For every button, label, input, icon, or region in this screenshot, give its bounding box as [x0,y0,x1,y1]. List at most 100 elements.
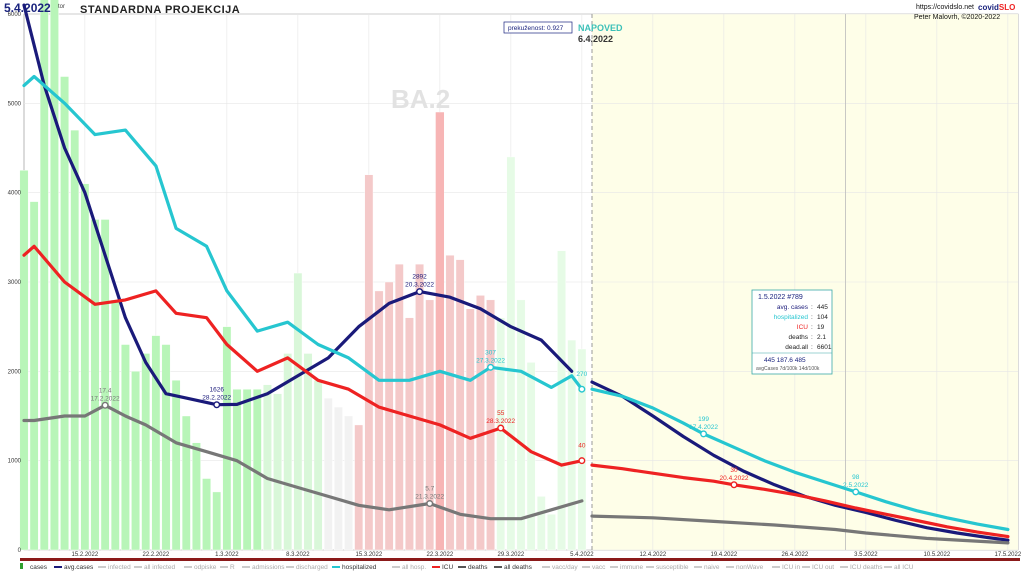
point-marker-10 [426,500,434,508]
case-bar-36 [384,281,394,551]
case-bar-8 [100,219,110,551]
legend-item-9: all hosp. [392,564,426,571]
case-bar-25 [273,393,282,551]
legend-swatch-0 [20,563,23,569]
legend-item-21: ICU deaths [840,564,883,571]
legend-label-7: discharged [296,564,328,571]
point-date-6: 28.3.2022 [486,418,515,425]
case-bar-54 [567,339,577,551]
series-line-hospitalized-seg1 [590,387,1010,532]
case-bar-55 [577,348,587,551]
legend-item-15: immune [610,564,644,571]
case-bar-53 [557,250,566,551]
point-date-1: 28.2.2022 [202,395,231,402]
case-bar-51 [536,496,546,551]
legend-item-3: all infected [134,564,175,571]
legend-label-5: R [230,564,235,571]
series-line-icu-seg0 [22,244,584,467]
y-tick-5: 5000 [8,101,22,107]
case-bar-28 [303,353,313,551]
case-bar-21 [232,389,242,551]
info-box-title: 1.5.2022 #789 [758,294,803,301]
legend-label-13: vacc/day [552,564,578,571]
x-tick-5: 22.3.2022 [427,552,454,558]
y-tick-2: 2000 [8,369,22,375]
legend-item-8: hospitalized [332,564,377,571]
legend-label-4: odpiske [194,564,217,571]
info-row-colon-4: : [811,344,813,351]
legend-item-17: naive [694,564,720,571]
info-row-label-0: avg. cases [777,304,809,311]
legend-item-22: all ICU [884,564,914,571]
point-label-9: 17.4 [99,387,112,394]
case-bar-11 [131,371,140,551]
x-tick-3: 8.3.2022 [286,552,310,558]
y-tick-1: 1000 [8,459,22,465]
x-tick-9: 19.4.2022 [711,552,738,558]
case-bar-14 [161,344,171,551]
x-tick-6: 29.3.2022 [498,552,525,558]
case-bar-10 [121,344,130,551]
info-row-value-4: 6601 [817,344,832,351]
point-marker-6 [497,424,505,432]
timeline-strip [20,558,1020,561]
case-bar-34 [364,174,374,551]
legend: cases avg.cases infected all infected odpisk… [20,563,914,571]
case-bar-12 [141,353,151,551]
case-bar-26 [283,353,293,551]
info-row-label-3: deaths [788,334,808,341]
case-bar-5 [70,129,80,551]
grid-lines [24,13,1018,551]
case-bar-19 [212,491,222,551]
legend-label-17: naive [704,564,720,571]
point-marker-8 [730,481,738,489]
series-line-deaths-seg0 [22,403,584,521]
info-box-footer-values: 445 187.6 485 [764,357,806,364]
y-tick-3: 3000 [8,280,22,286]
point-date-9: 17.2.2022 [91,395,120,402]
x-tick-12: 10.5.2022 [924,552,951,558]
info-box-footer-labels: avgCases 7d/100k 14d/100k [756,366,820,372]
legend-label-0: cases [30,564,48,571]
legend-label-16: susceptible [656,564,689,571]
info-row-colon-3: : [811,334,813,341]
legend-item-11: deaths [458,564,488,571]
point-marker-4 [700,430,708,438]
legend-item-4: odpiske [184,564,217,571]
info-row-value-3: 2.1 [817,334,826,341]
case-bar-0 [19,170,29,551]
info-row-label-1: hospitalized [774,314,809,321]
info-box-rows: avg. cases:445hospitalized:104ICU:19deat… [774,304,832,351]
case-bar-38 [405,317,414,551]
x-axis-ticks: 15.2.2022 22.2.2022 1.3.2022 8.3.2022 15.3.2… [72,552,1022,558]
variant-watermark: BA.2 [391,84,450,114]
forecast-title: NAPOVED [578,23,623,33]
legend-label-9: all hosp. [402,564,426,571]
case-bar-37 [394,263,404,551]
x-tick-2: 1.3.2022 [215,552,239,558]
x-tick-11: 3.5.2022 [854,552,878,558]
legend-label-3: all infected [144,564,175,571]
point-label-8: 30 [730,467,738,474]
legend-label-14: vacc [592,564,606,571]
case-bar-48 [506,156,516,551]
brand-part-b: SLO [999,3,1015,12]
case-bar-4 [60,76,69,551]
case-bar-18 [202,478,211,551]
y-tick-4: 4000 [8,191,22,197]
header-date-sup: tor [58,4,65,10]
series-line-deaths-seg1 [590,514,1010,545]
point-date-2: 27.3.2022 [476,357,505,364]
x-tick-10: 26.4.2022 [782,552,809,558]
header-author: Peter Malovrh, ©2020-2022 [914,13,1000,21]
point-label-7: 40 [578,443,586,450]
legend-label-10: ICU [442,564,454,571]
y-tick-0: 0 [18,548,22,554]
x-tick-8: 12.4.2022 [640,552,667,558]
x-tick-4: 15.3.2022 [356,552,383,558]
legend-item-16: susceptible [646,564,689,571]
point-marker-7 [578,457,586,465]
case-bar-33 [354,424,364,551]
legend-label-21: ICU deaths [850,564,883,571]
legend-item-1: avg.cases [54,564,94,571]
